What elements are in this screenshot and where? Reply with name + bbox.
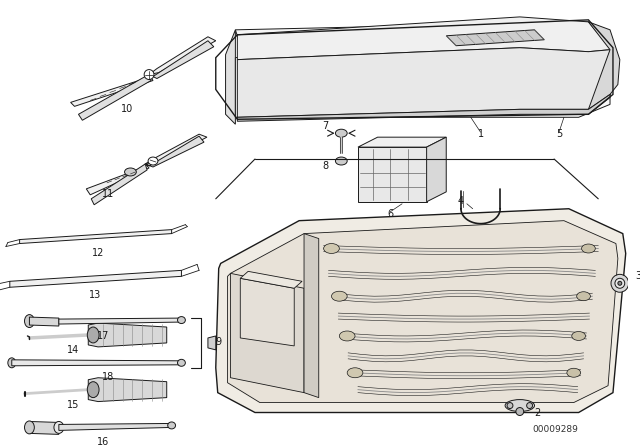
Ellipse shape xyxy=(144,69,154,79)
Polygon shape xyxy=(228,221,618,403)
Ellipse shape xyxy=(24,421,35,434)
Text: 3: 3 xyxy=(636,271,640,281)
Ellipse shape xyxy=(87,382,99,397)
Polygon shape xyxy=(236,22,610,117)
Polygon shape xyxy=(208,336,216,350)
Text: 18: 18 xyxy=(102,372,114,382)
Text: 15: 15 xyxy=(67,400,80,409)
Text: 16: 16 xyxy=(97,437,109,448)
Ellipse shape xyxy=(324,244,339,254)
Ellipse shape xyxy=(332,291,347,301)
Polygon shape xyxy=(79,74,151,120)
Text: 11: 11 xyxy=(102,189,114,199)
Polygon shape xyxy=(145,136,204,167)
Text: 8: 8 xyxy=(323,161,328,171)
Polygon shape xyxy=(588,22,620,109)
Polygon shape xyxy=(59,423,172,431)
Text: 9: 9 xyxy=(216,337,222,347)
Ellipse shape xyxy=(582,244,595,253)
Text: 14: 14 xyxy=(67,345,80,355)
Ellipse shape xyxy=(347,368,363,378)
Ellipse shape xyxy=(507,403,513,409)
Text: 17: 17 xyxy=(97,331,109,341)
Text: 7: 7 xyxy=(323,121,328,131)
Polygon shape xyxy=(230,273,304,392)
Ellipse shape xyxy=(335,129,347,137)
Ellipse shape xyxy=(516,408,524,415)
Polygon shape xyxy=(427,137,446,202)
Ellipse shape xyxy=(168,422,175,429)
Polygon shape xyxy=(236,22,608,60)
Polygon shape xyxy=(12,360,181,366)
Polygon shape xyxy=(240,271,302,288)
Ellipse shape xyxy=(618,281,622,285)
Polygon shape xyxy=(446,30,544,46)
Ellipse shape xyxy=(572,332,586,340)
Polygon shape xyxy=(149,37,216,74)
Polygon shape xyxy=(145,134,207,164)
Polygon shape xyxy=(237,95,610,121)
Ellipse shape xyxy=(611,274,628,292)
Polygon shape xyxy=(92,164,147,205)
Text: 4: 4 xyxy=(458,196,464,206)
Polygon shape xyxy=(59,318,181,324)
Polygon shape xyxy=(237,17,610,60)
Ellipse shape xyxy=(527,403,532,409)
Polygon shape xyxy=(358,147,427,202)
Polygon shape xyxy=(86,164,149,195)
Text: 13: 13 xyxy=(89,290,101,300)
Ellipse shape xyxy=(54,422,64,433)
Polygon shape xyxy=(88,323,167,347)
Ellipse shape xyxy=(335,157,347,165)
Text: 10: 10 xyxy=(122,104,134,114)
Ellipse shape xyxy=(177,317,186,323)
Text: 5: 5 xyxy=(556,129,562,139)
Text: 00009289: 00009289 xyxy=(532,425,579,434)
Ellipse shape xyxy=(24,314,35,327)
Ellipse shape xyxy=(125,168,136,176)
Ellipse shape xyxy=(567,368,580,377)
Ellipse shape xyxy=(505,400,534,412)
Polygon shape xyxy=(358,137,446,147)
Polygon shape xyxy=(304,233,319,397)
Polygon shape xyxy=(149,41,214,78)
Polygon shape xyxy=(225,30,236,124)
Polygon shape xyxy=(29,422,59,435)
Polygon shape xyxy=(88,378,167,401)
Polygon shape xyxy=(29,317,59,326)
Polygon shape xyxy=(70,74,153,106)
Ellipse shape xyxy=(615,278,625,288)
Ellipse shape xyxy=(8,358,16,368)
Polygon shape xyxy=(10,270,181,287)
Text: 6: 6 xyxy=(387,209,394,219)
Ellipse shape xyxy=(577,292,591,301)
Ellipse shape xyxy=(339,331,355,341)
Polygon shape xyxy=(20,230,172,244)
Ellipse shape xyxy=(148,157,158,165)
Text: 1: 1 xyxy=(477,129,484,139)
Text: 2: 2 xyxy=(534,408,541,418)
Text: 12: 12 xyxy=(92,249,104,258)
Polygon shape xyxy=(216,209,626,413)
Polygon shape xyxy=(240,278,294,346)
Polygon shape xyxy=(237,47,610,117)
Ellipse shape xyxy=(87,327,99,343)
Ellipse shape xyxy=(177,359,186,366)
